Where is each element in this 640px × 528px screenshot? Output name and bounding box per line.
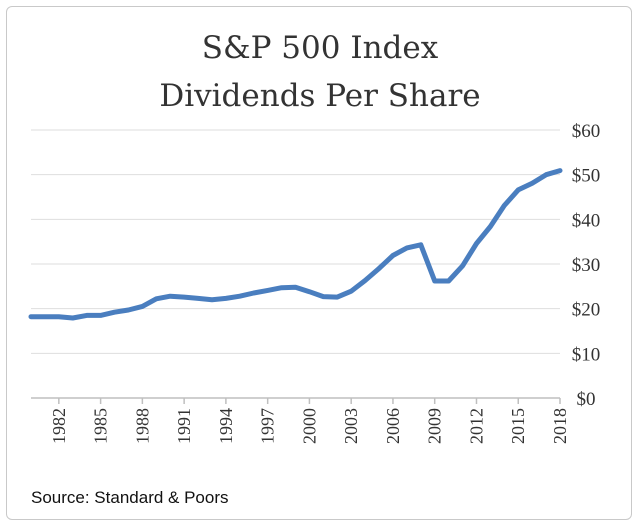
source-note: Source: Standard & Poors: [31, 488, 229, 507]
x-axis: [31, 397, 561, 404]
gridlines: [31, 129, 560, 354]
chart-title: S&P 500 Index: [201, 30, 439, 66]
y-tick-label: $50: [572, 166, 601, 187]
x-tick-label: 2000: [299, 408, 319, 444]
chart-subtitle: Dividends Per Share: [159, 78, 481, 114]
x-tick-label: 2018: [550, 408, 570, 444]
x-tick-label: 1994: [216, 408, 236, 444]
x-axis-ticks: 1982 1985 1988 1991 1994 1997 2000 2003 2006 2009…: [49, 408, 570, 444]
x-tick-label: 2009: [425, 408, 445, 444]
y-tick-label: $60: [572, 121, 601, 142]
x-tick-label: 1991: [174, 408, 194, 444]
x-tick-label: 1988: [132, 408, 152, 444]
series-line: [28, 168, 563, 321]
y-tick-label: $20: [572, 300, 601, 321]
x-tick-label: 2006: [383, 408, 403, 444]
x-tick-label: 2003: [341, 408, 361, 444]
x-tick-label: 1997: [258, 408, 278, 444]
y-tick-label: $0: [577, 389, 596, 410]
x-tick-label: 1982: [49, 408, 69, 444]
chart-frame: [6, 6, 632, 520]
y-tick-label: $40: [572, 210, 601, 231]
y-axis-ticks: $0 $10 $20 $30 $40 $50 $60: [572, 121, 601, 410]
y-tick-label: $30: [572, 255, 601, 276]
x-tick-label: 1985: [91, 408, 111, 444]
x-tick-label: 2012: [466, 408, 486, 444]
y-tick-label: $10: [572, 344, 601, 365]
x-tick-label: 2015: [508, 408, 528, 444]
